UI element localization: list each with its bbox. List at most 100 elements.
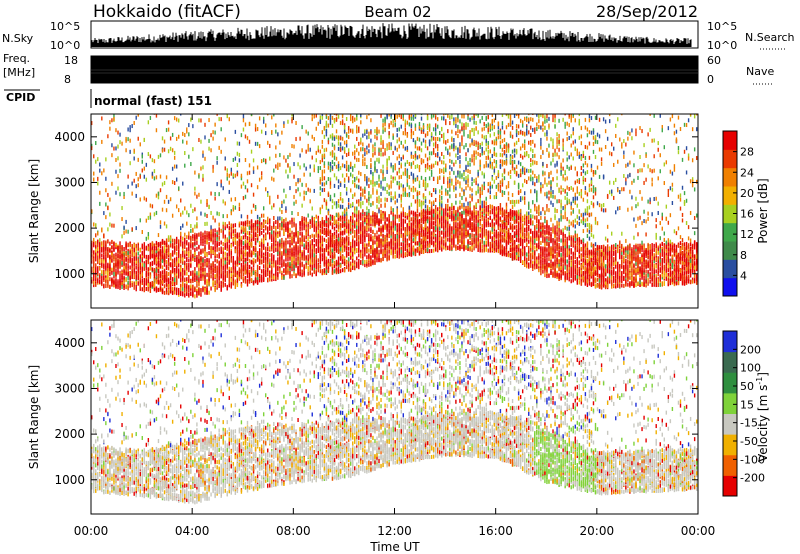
power-point [289, 261, 291, 266]
power-point [93, 275, 95, 280]
power-point [347, 204, 350, 209]
power-point [305, 232, 307, 237]
power-point [204, 240, 206, 245]
power-point [163, 274, 166, 279]
power-point [307, 131, 309, 136]
power-point [352, 167, 354, 172]
power-point [121, 217, 123, 222]
power-point [323, 187, 326, 192]
power-point [343, 245, 346, 250]
power-point [331, 153, 334, 158]
power-point [186, 221, 188, 226]
power-point [167, 288, 170, 293]
power-point [99, 190, 101, 195]
power-point [173, 287, 176, 292]
power-point [222, 249, 224, 254]
power-point [123, 283, 125, 288]
power-point [273, 114, 275, 117]
power-point [246, 282, 249, 287]
power-point [360, 137, 362, 142]
power-point [206, 281, 208, 286]
power-point [260, 242, 263, 247]
power-point [93, 237, 95, 242]
power-point [135, 184, 137, 189]
power-point [202, 150, 204, 155]
power-point [180, 254, 182, 259]
power-point [262, 264, 265, 269]
power-point [335, 135, 338, 140]
power-point [285, 226, 287, 231]
power-point [228, 239, 230, 244]
power-point [297, 187, 299, 192]
power-point [327, 177, 330, 182]
power-point [321, 238, 324, 243]
power-point [325, 114, 328, 117]
power-point [97, 231, 99, 236]
power-point [153, 245, 156, 250]
power-point [358, 234, 360, 239]
power-point [289, 248, 291, 253]
power-point [283, 275, 285, 280]
power-point [186, 280, 188, 285]
power-point [250, 242, 253, 247]
power-point [232, 232, 235, 237]
power-point [254, 279, 257, 284]
power-point [343, 261, 346, 266]
power-point [325, 205, 328, 210]
power-point [117, 285, 119, 290]
power-point [258, 116, 261, 121]
power-point [145, 257, 148, 262]
power-point [204, 156, 206, 161]
power-point [271, 236, 273, 241]
power-point [339, 142, 342, 147]
power-point [279, 153, 281, 158]
power-point [337, 266, 340, 271]
power-point [299, 178, 301, 183]
power-point [167, 261, 170, 266]
power-point [325, 259, 328, 264]
power-point [155, 257, 158, 262]
power-point [256, 226, 259, 231]
power-point [169, 280, 172, 285]
power-point [303, 254, 305, 259]
power-point [347, 126, 350, 131]
power-point [224, 282, 226, 287]
power-point [240, 176, 243, 181]
power-point [250, 238, 253, 243]
power-point [287, 234, 289, 239]
power-point [343, 217, 346, 222]
power-point [99, 168, 101, 173]
power-point [305, 264, 307, 269]
power-point [171, 132, 174, 137]
power-point [299, 272, 301, 277]
power-point [335, 268, 338, 273]
power-point [111, 239, 113, 244]
power-point [240, 173, 243, 178]
power-point [293, 271, 295, 276]
nave-tick-bottom: 0 [707, 73, 714, 86]
power-point [258, 177, 261, 182]
power-point [352, 194, 354, 199]
power-point [356, 184, 358, 189]
power-point [360, 186, 362, 191]
power-point [360, 204, 362, 209]
power-point [285, 257, 287, 262]
power-point [360, 260, 362, 265]
power-point [232, 242, 235, 247]
power-point [265, 187, 267, 192]
power-point [220, 149, 222, 154]
power-point [258, 251, 261, 256]
power-point [262, 259, 265, 264]
power-point [184, 287, 186, 292]
power-point [291, 241, 293, 246]
power-point [327, 241, 330, 246]
power-point [206, 213, 208, 218]
power-point [267, 192, 269, 197]
power-point [238, 223, 241, 228]
power-point [248, 279, 251, 284]
power-point [305, 166, 307, 171]
power-point [196, 283, 198, 288]
power-point [333, 264, 336, 269]
power-point [137, 177, 139, 182]
power-point [335, 117, 338, 122]
